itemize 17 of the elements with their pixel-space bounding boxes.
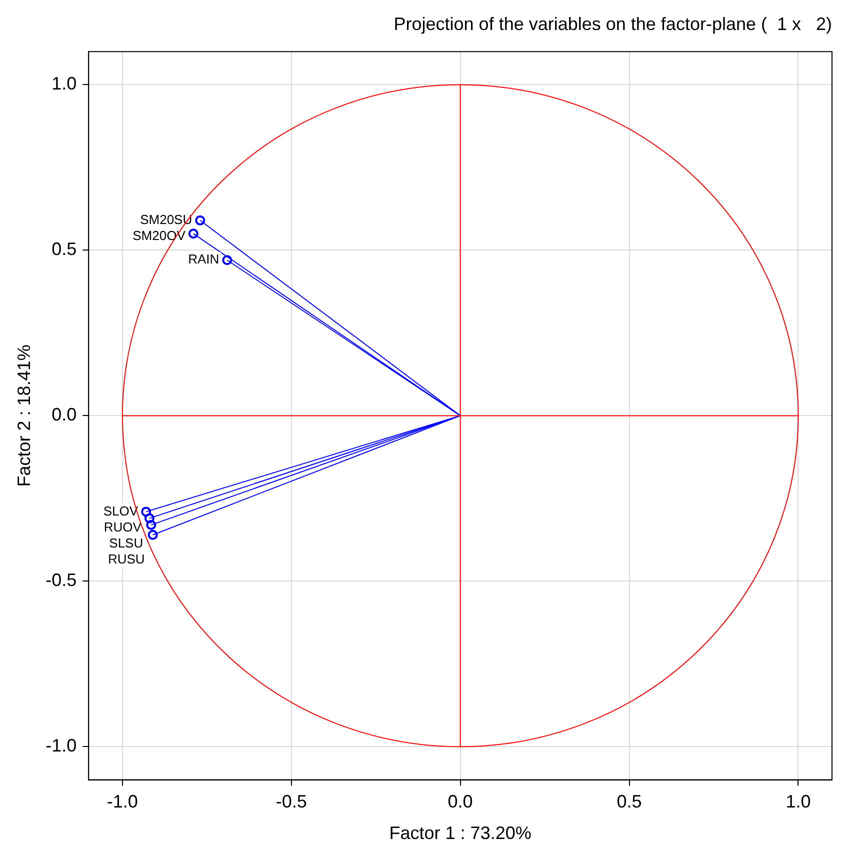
x-tick-label: 1.0: [786, 792, 811, 812]
x-axis-title: Factor 1 : 73.20%: [389, 823, 532, 844]
series-label: SLSU: [109, 535, 144, 550]
chart-title: Projection of the variables on the factor-plane ( 1 x 2): [394, 14, 832, 34]
y-tick-label: -1.0: [46, 736, 77, 756]
y-axis-title: Factor 2 : 18.41%: [14, 344, 34, 487]
x-tick-label: -0.5: [276, 792, 307, 812]
x-tick-label: 0.5: [616, 792, 642, 812]
x-tick-label: -1.0: [106, 792, 138, 812]
y-tick-label: 0.0: [52, 404, 77, 425]
series-label: RUSU: [108, 551, 145, 566]
y-tick-label: 1.0: [52, 74, 77, 94]
series-label: RUOV: [104, 519, 142, 534]
y-tick-label: 0.5: [52, 239, 77, 260]
x-tick-label: 0.0: [448, 792, 473, 812]
y-tick-label: -0.5: [46, 570, 77, 590]
series-label: RAIN: [188, 252, 220, 267]
